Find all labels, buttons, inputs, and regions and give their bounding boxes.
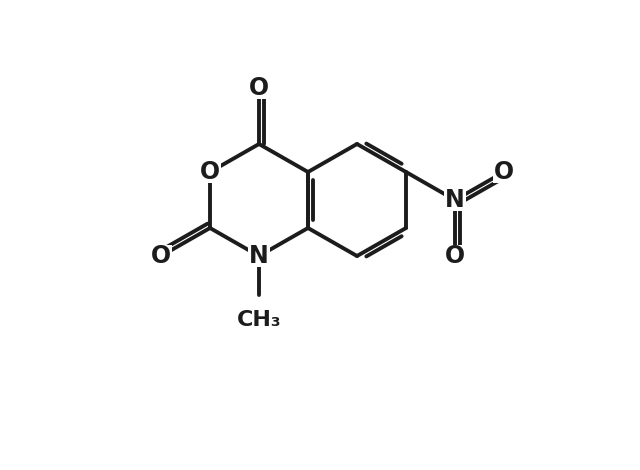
Bar (248, 245, 270, 267)
Text: O: O (200, 160, 220, 184)
Text: CH₃: CH₃ (237, 310, 282, 330)
Bar (493, 161, 515, 183)
Text: O: O (445, 244, 465, 268)
Bar (199, 161, 221, 183)
Text: N: N (249, 244, 269, 268)
Text: O: O (249, 76, 269, 100)
Text: O: O (151, 244, 171, 268)
Bar (444, 245, 466, 267)
Bar (150, 245, 172, 267)
Text: O: O (494, 160, 514, 184)
Bar (248, 77, 270, 99)
Text: N: N (445, 188, 465, 212)
Bar (444, 189, 466, 211)
Bar (233, 306, 285, 334)
